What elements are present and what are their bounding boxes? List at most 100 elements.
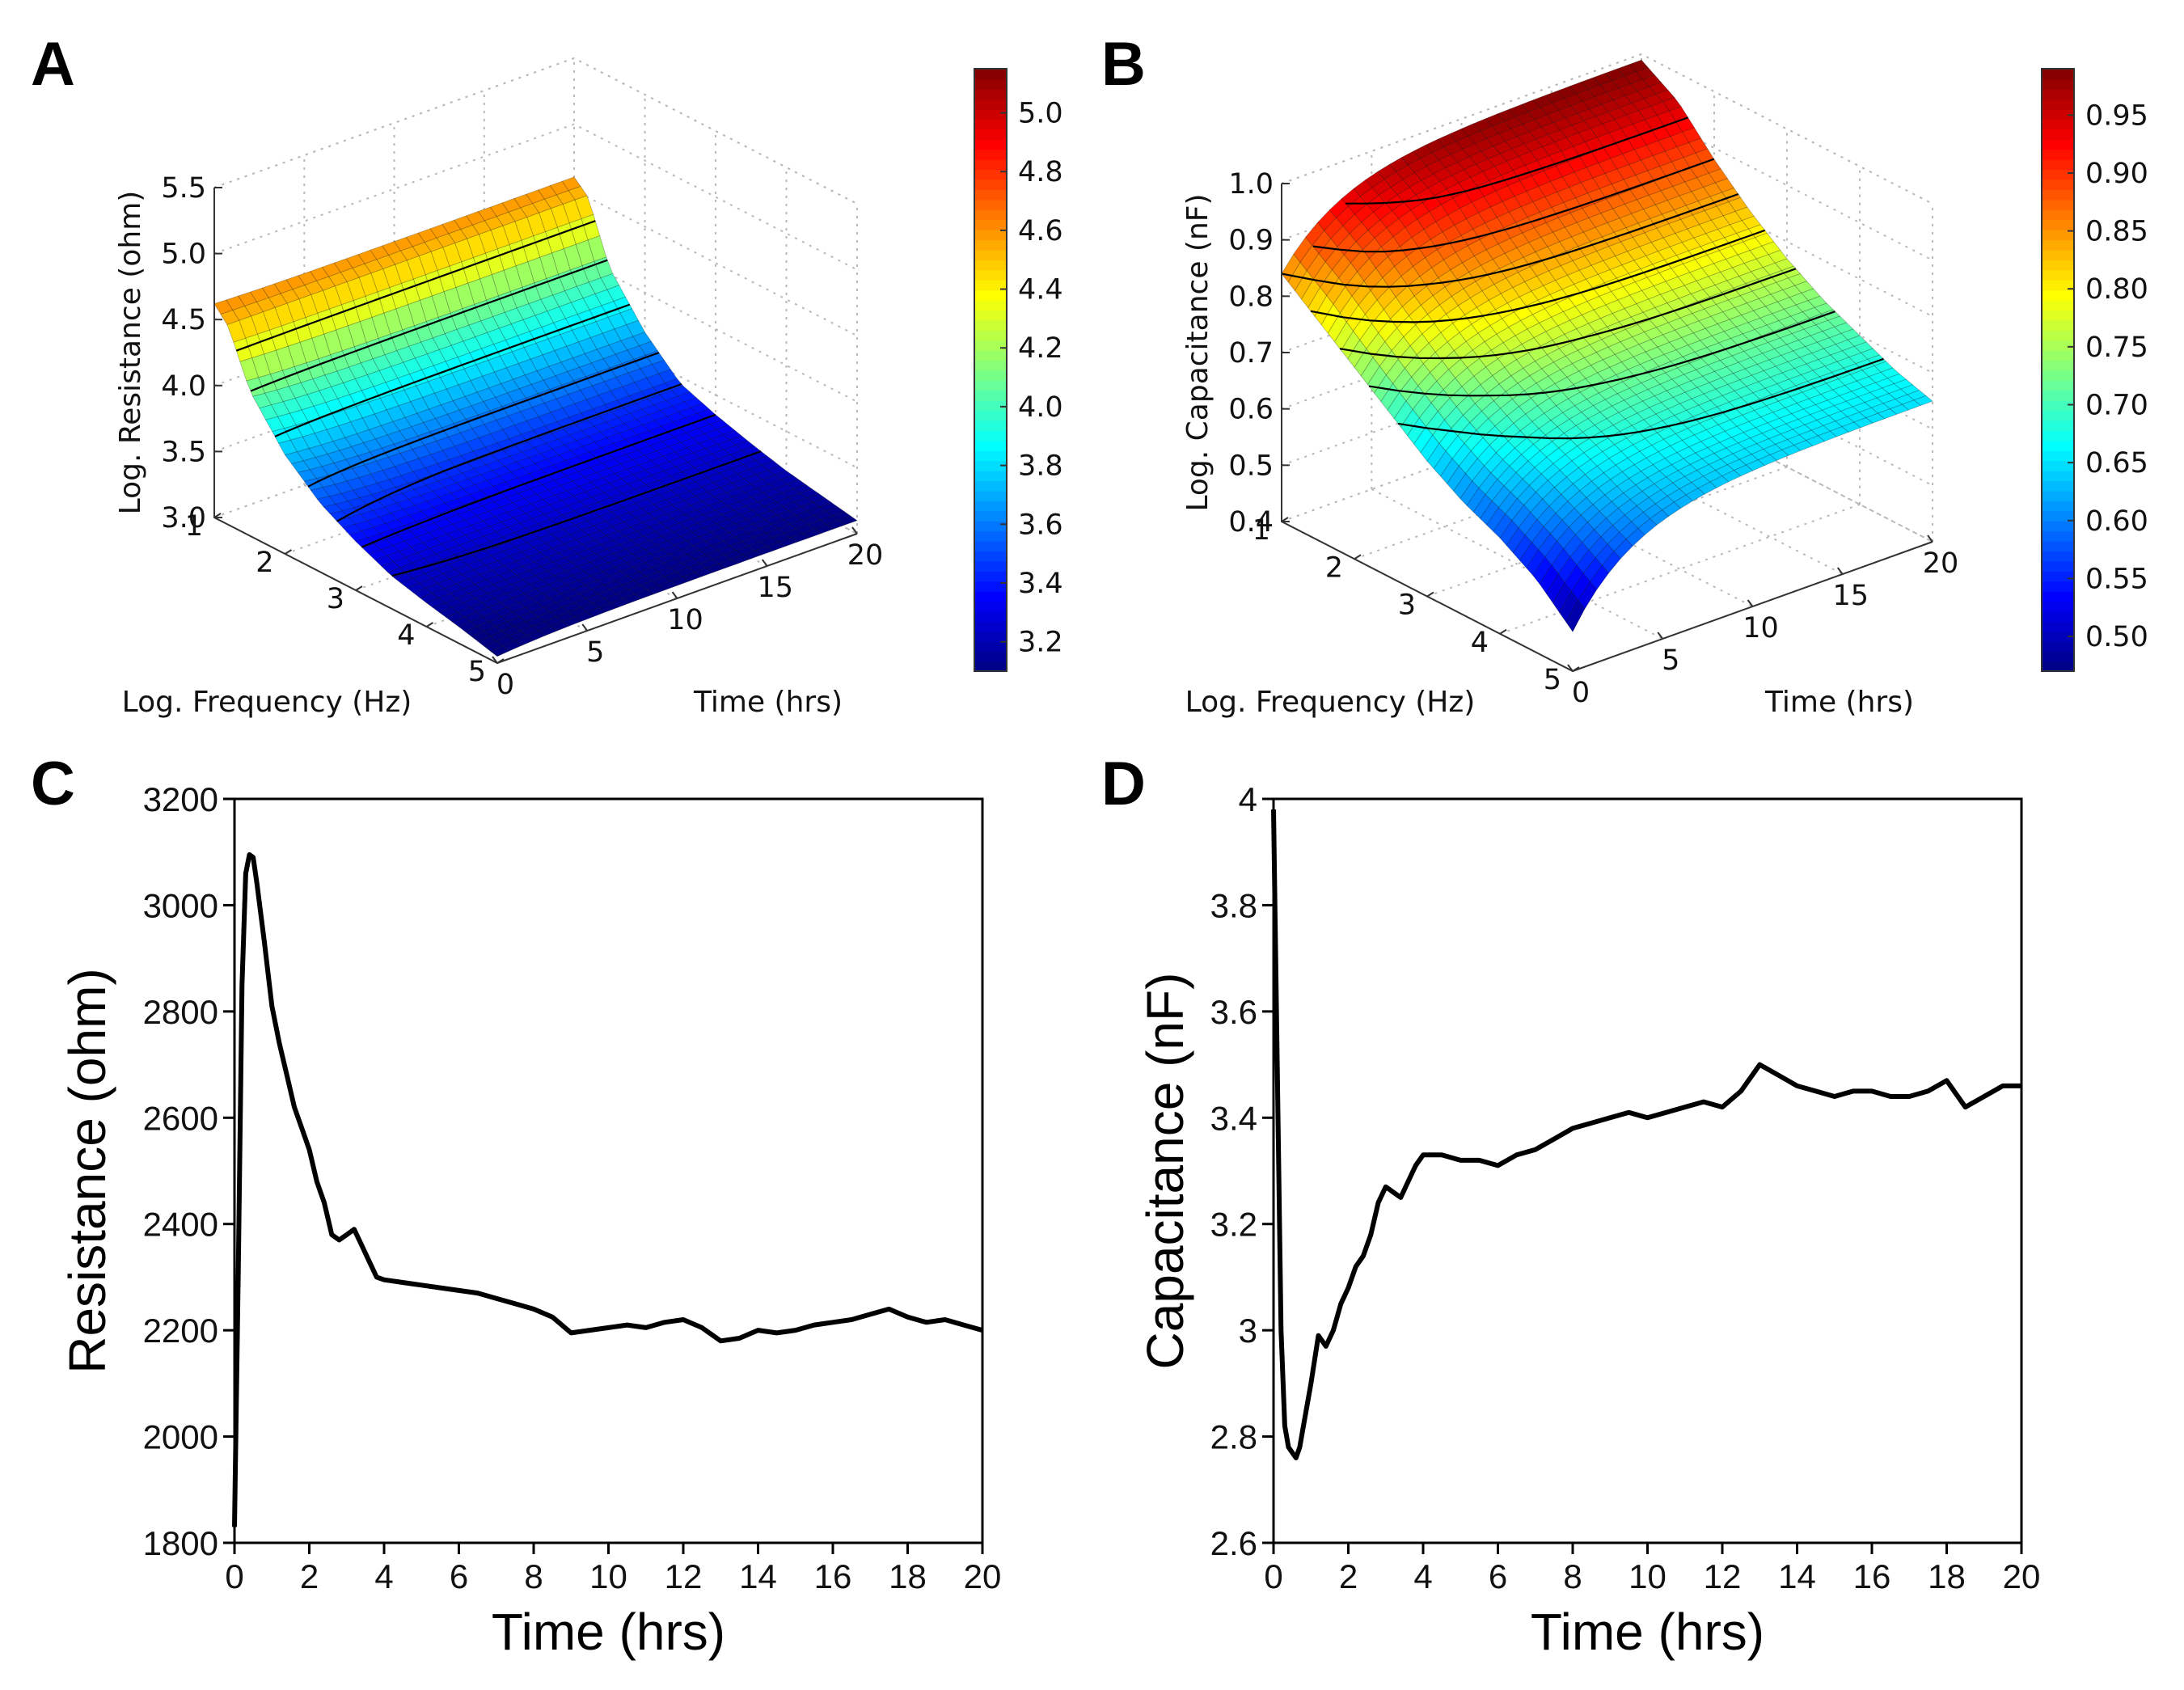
colorbar-segment bbox=[2042, 78, 2074, 90]
contour-line bbox=[1310, 229, 1766, 323]
x-tick-label: 4 bbox=[374, 1557, 393, 1595]
y-tick-label: 20 bbox=[1923, 547, 1959, 580]
x-tick-label: 6 bbox=[450, 1557, 468, 1595]
x-tick-label: 0 bbox=[1264, 1557, 1282, 1595]
y-tick-label: 15 bbox=[757, 572, 793, 604]
colorbar-segment bbox=[974, 149, 1007, 160]
colorbar-tick-label: 0.85 bbox=[2085, 216, 2148, 248]
x-tick-mark bbox=[1572, 666, 1580, 672]
x-tick-label: 5 bbox=[1544, 664, 1561, 696]
x-tick-label: 8 bbox=[524, 1557, 543, 1595]
colorbar-tick-label: 4.0 bbox=[1018, 391, 1063, 424]
contour-line bbox=[361, 413, 716, 548]
y-tick-mark bbox=[761, 559, 768, 567]
colorbar-segment bbox=[2042, 490, 2074, 501]
x-tick-label: 16 bbox=[814, 1557, 852, 1595]
colorbar-segment bbox=[2042, 138, 2074, 150]
colorbar-segment bbox=[974, 480, 1007, 492]
colorbar-tick-label: 0.65 bbox=[2085, 447, 2148, 480]
z-tick-label: 0.9 bbox=[1228, 225, 1274, 257]
colorbar-segment bbox=[2042, 310, 2074, 321]
colorbar-segment bbox=[2042, 360, 2074, 371]
x-tick-label: 5 bbox=[468, 656, 486, 688]
x-tick-mark bbox=[1354, 554, 1362, 560]
box-top-edge bbox=[213, 57, 858, 205]
colorbar-tick-label: 0.70 bbox=[2085, 389, 2148, 421]
data-line-resistance bbox=[232, 852, 983, 1527]
colorbar-segment bbox=[974, 379, 1007, 391]
contour-line bbox=[250, 259, 608, 392]
colorbar-segment bbox=[2042, 289, 2074, 301]
y-tick-label: 0 bbox=[496, 669, 514, 701]
colorbar-segment bbox=[974, 410, 1007, 421]
y-tick-label: 3000 bbox=[143, 886, 218, 924]
colorbar-segment bbox=[974, 360, 1007, 371]
colorbar-segment bbox=[2042, 329, 2074, 341]
colorbar-segment bbox=[2042, 219, 2074, 230]
colorbar-segment bbox=[2042, 370, 2074, 381]
colorbar-segment bbox=[974, 329, 1007, 341]
contour-line bbox=[336, 382, 682, 522]
panel-c-line-chart: 0 2 4 6 8 10 12 14 16 18 20 1800 2000 2200 2400 2600 280… bbox=[58, 780, 1001, 1661]
plot-frame bbox=[233, 797, 984, 1544]
panel-letter-a: A bbox=[31, 30, 75, 99]
x-tick-label: 20 bbox=[2003, 1557, 2041, 1595]
z-tick-label: 4.0 bbox=[161, 370, 206, 403]
x-tick-label: 2 bbox=[1339, 1557, 1358, 1595]
colorbar-segment bbox=[974, 169, 1007, 180]
colorbar-segment bbox=[2042, 199, 2074, 210]
colorbar-tick-label: 0.50 bbox=[2085, 621, 2148, 653]
colorbar-segment bbox=[2042, 470, 2074, 482]
contour-line bbox=[391, 450, 762, 577]
y-tick-mark bbox=[1836, 567, 1844, 575]
z-tick-label: 0.8 bbox=[1228, 281, 1274, 313]
x-tick-label: 12 bbox=[665, 1557, 703, 1595]
panel-letter-b: B bbox=[1101, 30, 1146, 99]
colorbar-segment bbox=[2042, 239, 2074, 251]
x-tick-mark bbox=[355, 585, 363, 591]
colorbar-segment bbox=[974, 420, 1007, 431]
colorbar-segment bbox=[974, 601, 1007, 612]
x-tick-label: 4 bbox=[1413, 1557, 1432, 1595]
colorbar-segment bbox=[2042, 379, 2074, 391]
z-tick-label: 3.5 bbox=[161, 436, 206, 468]
x-tick-label: 12 bbox=[1704, 1557, 1742, 1595]
colorbar-segment bbox=[974, 661, 1007, 672]
colorbar-segment bbox=[2042, 480, 2074, 492]
colorbar-segment bbox=[974, 199, 1007, 210]
colorbar-segment bbox=[2042, 581, 2074, 592]
colorbar-segment bbox=[974, 581, 1007, 592]
colorbar-tick-label: 0.95 bbox=[2085, 99, 2148, 132]
grid-line bbox=[1551, 424, 1844, 575]
colorbar-segment bbox=[2042, 88, 2074, 100]
colorbar-segment bbox=[2042, 520, 2074, 532]
colorbar-segment bbox=[974, 399, 1007, 412]
colorbar-tick-label: 0.60 bbox=[2085, 505, 2148, 538]
x-tick-label: 2 bbox=[300, 1557, 319, 1595]
colorbar-segment bbox=[2042, 651, 2074, 662]
y-axis-label: Time (hrs) bbox=[693, 686, 843, 719]
x-tick-mark bbox=[1499, 628, 1507, 635]
colorbar-segment bbox=[2042, 349, 2074, 361]
y-tick-mark bbox=[1567, 664, 1574, 672]
colorbar-segment bbox=[2042, 620, 2074, 632]
y-tick-label: 3.4 bbox=[1210, 1099, 1257, 1137]
colorbar-frame bbox=[2041, 68, 2075, 672]
contour-line bbox=[1368, 311, 1835, 397]
y-tick-label: 0 bbox=[1572, 677, 1590, 709]
y-axis-label: Capacitance (nF) bbox=[1136, 973, 1194, 1370]
contour-line bbox=[1345, 116, 1688, 205]
y-tick-label: 3.2 bbox=[1210, 1206, 1257, 1244]
colorbar-segment bbox=[2042, 399, 2074, 412]
y-tick-label: 3200 bbox=[143, 780, 218, 818]
colorbar-segment bbox=[974, 138, 1007, 150]
x-tick-mark bbox=[1281, 517, 1289, 522]
z-axis-label: Log. Capacitance (nF) bbox=[1181, 193, 1215, 511]
colorbar-segment bbox=[974, 108, 1007, 120]
colorbar-segment bbox=[974, 370, 1007, 381]
colorbar-segment bbox=[974, 119, 1007, 130]
colorbar-frame bbox=[974, 68, 1008, 672]
colorbar-segment bbox=[974, 340, 1007, 351]
colorbar-tick-label: 4.4 bbox=[1018, 274, 1063, 306]
